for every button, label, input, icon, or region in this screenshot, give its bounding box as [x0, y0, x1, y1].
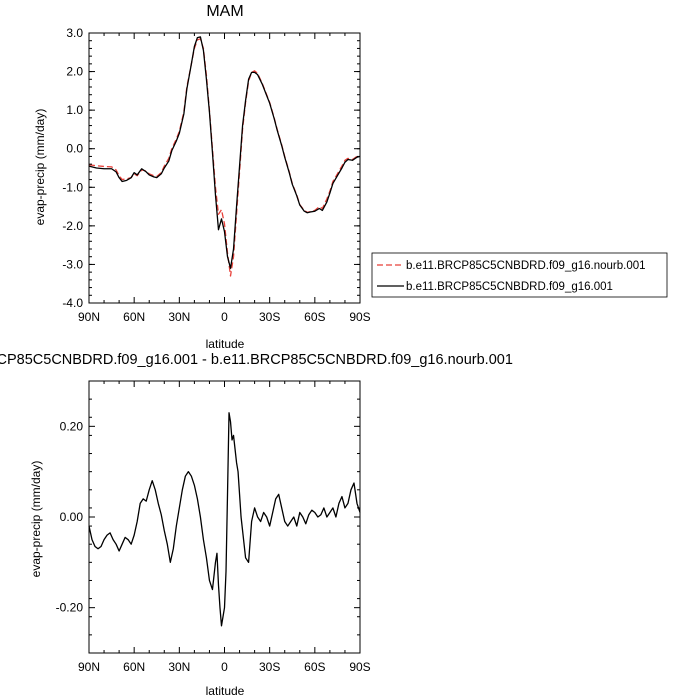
bottom-chart-title: b.e11.BRCP85C5CNBDRD.f09_g16.001 - b.e11… [0, 352, 513, 368]
top-chart: MAM evap-precip (mm/day) latitude 90N 60N… [33, 3, 371, 351]
top-chart-plot-area [88, 36, 361, 277]
bottom-chart-ylabel: evap-precip (mm/day) [29, 461, 43, 578]
chart0-series-line-1 [88, 36, 361, 269]
legend-label-nourb: b.e11.BRCP85C5CNBDRD.f09_g16.nourb.001 [406, 260, 646, 272]
legend: b.e11.BRCP85C5CNBDRD.f09_g16.nourb.001 b… [371, 252, 668, 298]
chart1-ytick-label: -0.20 [56, 601, 84, 615]
chart1-xtick-label: 60N [123, 660, 145, 674]
chart1-xtick-label: 30N [168, 660, 190, 674]
chart0-ytick-label: -3.0 [62, 257, 83, 271]
chart0-ytick-label: 2.0 [66, 65, 83, 79]
chart1-xtick-label: 90S [349, 660, 370, 674]
bottom-chart: b.e11.BRCP85C5CNBDRD.f09_g16.001 - b.e11… [0, 352, 513, 698]
chart1-series-line-0 [88, 412, 361, 627]
chart0-xtick-label: 0 [221, 310, 228, 324]
chart1-xtick-label: 0 [221, 660, 228, 674]
chart0-series-line-0 [88, 38, 360, 277]
chart1-xtick-label: 90N [78, 660, 100, 674]
chart1-xtick-label: 30S [259, 660, 280, 674]
top-chart-ticks: 90N 60N 30N 0 30S 60S 90S -4.0 -3.0 -2.0 -1.0 0.0 1.… [62, 26, 370, 324]
chart0-xtick-label: 60S [304, 310, 325, 324]
top-chart-frame [88, 32, 361, 304]
chart0-ytick-label: -2.0 [62, 219, 83, 233]
chart0-xtick-label: 30S [259, 310, 280, 324]
legend-box [371, 252, 668, 298]
chart0-xtick-label: 90N [78, 310, 100, 324]
top-chart-ylabel: evap-precip (mm/day) [33, 109, 47, 226]
bottom-chart-frame [88, 380, 361, 654]
chart0-ytick-label: 3.0 [66, 26, 83, 40]
chart0-xtick-label: 30N [168, 310, 190, 324]
chart1-ytick-label: 0.00 [60, 510, 84, 524]
chart0-xtick-label: 60N [123, 310, 145, 324]
chart0-ytick-label: -1.0 [62, 180, 83, 194]
top-chart-title: MAM [206, 3, 243, 20]
chart0-ytick-label: 1.0 [66, 103, 83, 117]
chart1-xtick-label: 60S [304, 660, 325, 674]
top-chart-xlabel: latitude [206, 337, 245, 351]
chart0-ytick-label: -4.0 [62, 296, 83, 310]
bottom-chart-ticks: 90N 60N 30N 0 30S 60S 90S -0.20 0.00 0.20 [56, 380, 371, 674]
bottom-chart-plot-area [88, 412, 361, 627]
legend-label-control: b.e11.BRCP85C5CNBDRD.f09_g16.001 [406, 281, 613, 293]
bottom-chart-xlabel: latitude [206, 684, 245, 698]
chart1-ytick-label: 0.20 [60, 419, 84, 433]
chart0-ytick-label: 0.0 [66, 142, 83, 156]
chart0-xtick-label: 90S [349, 310, 370, 324]
